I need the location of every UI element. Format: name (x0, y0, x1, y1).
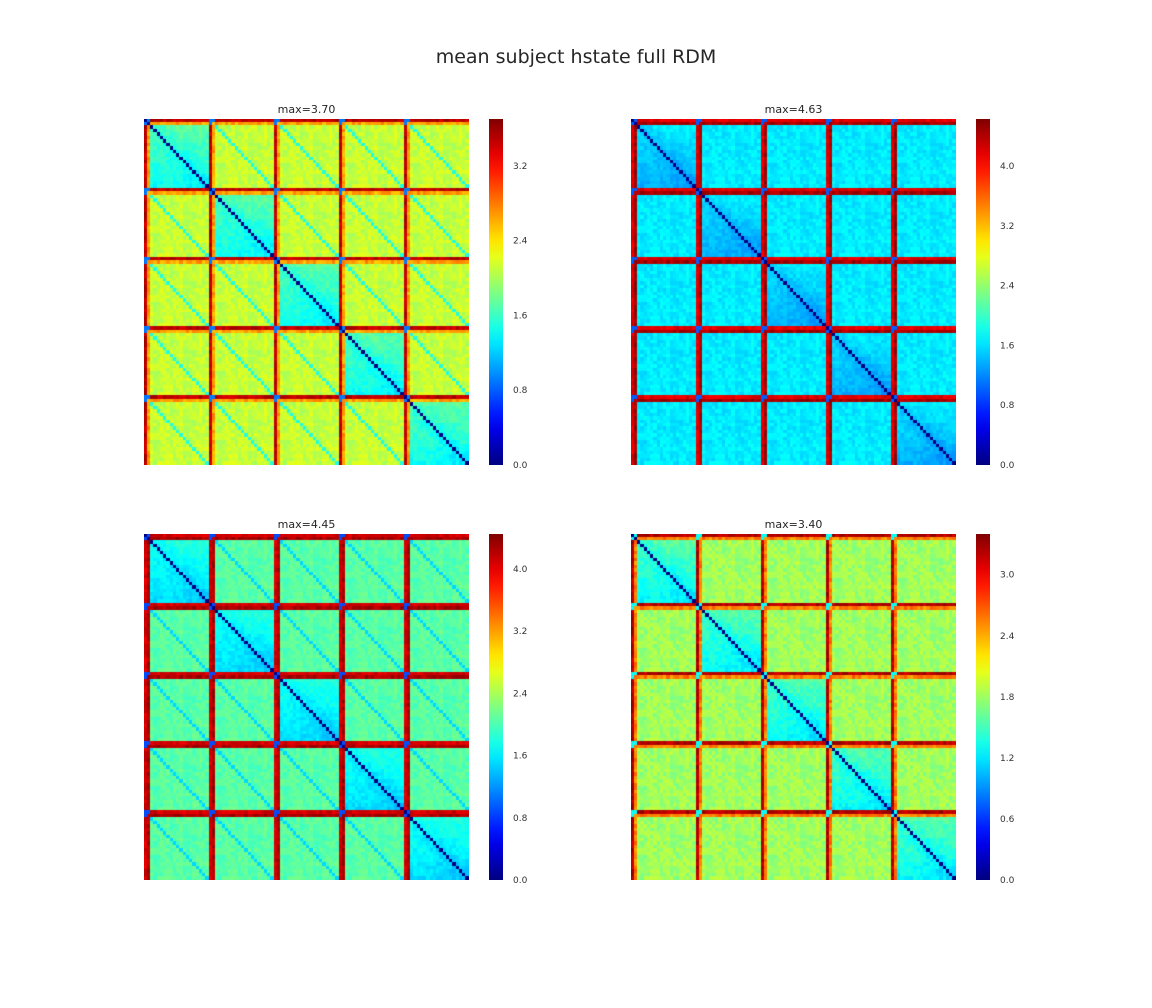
heatmap-panel-1: max=3.70 0.0 0.8 1.6 2.4 3.2 (144, 103, 544, 483)
colorbar-tick-label: 2.4 (513, 237, 528, 247)
colorbar-tick-label: 0.0 (513, 461, 528, 471)
colorbar-tick-label: 0.8 (513, 386, 528, 396)
colorbar-tick-label: 3.2 (1000, 222, 1014, 232)
figure-title: mean subject hstate full RDM (435, 46, 717, 68)
colorbar-tick-label: 0.8 (1000, 401, 1015, 411)
heatmap-panel-2: max=4.63 0.0 0.8 1.6 2.4 3.2 4.0 (631, 103, 1031, 483)
colorbar-tick-label: 3.2 (513, 162, 527, 172)
colorbar-gradient (489, 534, 503, 880)
heatmap-matrix (144, 534, 469, 880)
colorbar-tick-label: 1.6 (1000, 341, 1015, 351)
colorbar-tick-label: 2.4 (513, 689, 528, 699)
colorbar-tick-label: 2.4 (1000, 632, 1015, 642)
colorbar-tick-label: 0.0 (1000, 461, 1015, 471)
colorbar: 0.0 0.8 1.6 2.4 3.2 4.0 (976, 119, 1015, 471)
panel-title: max=3.70 (277, 103, 336, 116)
colorbar: 0.0 0.8 1.6 2.4 3.2 (489, 119, 528, 471)
colorbar: 0.0 0.6 1.2 1.8 2.4 3.0 (976, 534, 1015, 886)
colorbar-tick-label: 0.8 (513, 814, 528, 824)
colorbar-tick-label: 4.0 (513, 565, 528, 575)
colorbar-tick-label: 1.6 (513, 752, 528, 762)
colorbar: 0.0 0.8 1.6 2.4 3.2 4.0 (489, 534, 528, 886)
heatmap-panel-3: max=4.45 0.0 0.8 1.6 2.4 3.2 4.0 (144, 518, 544, 898)
colorbar-gradient (489, 119, 503, 465)
colorbar-tick-label: 4.0 (1000, 162, 1015, 172)
colorbar-tick-label: 0.6 (1000, 815, 1015, 825)
heatmap-matrix (631, 119, 956, 465)
colorbar-tick-label: 2.4 (1000, 282, 1015, 292)
heatmap-matrix (631, 534, 956, 880)
colorbar-gradient (976, 534, 990, 880)
colorbar-tick-label: 3.0 (1000, 571, 1015, 581)
colorbar-tick-label: 1.8 (1000, 693, 1015, 703)
heatmap-panel-4: max=3.40 0.0 0.6 1.2 1.8 2.4 3.0 (631, 518, 1031, 898)
colorbar-tick-label: 1.2 (1000, 754, 1014, 764)
colorbar-tick-label: 0.0 (513, 876, 528, 886)
panel-title: max=3.40 (764, 518, 823, 531)
colorbar-gradient (976, 119, 990, 465)
colorbar-tick-label: 1.6 (513, 311, 528, 321)
heatmap-matrix (144, 119, 469, 465)
colorbar-tick-label: 3.2 (513, 627, 527, 637)
panel-title: max=4.45 (277, 518, 336, 531)
panel-title: max=4.63 (764, 103, 823, 116)
colorbar-tick-label: 0.0 (1000, 876, 1015, 886)
